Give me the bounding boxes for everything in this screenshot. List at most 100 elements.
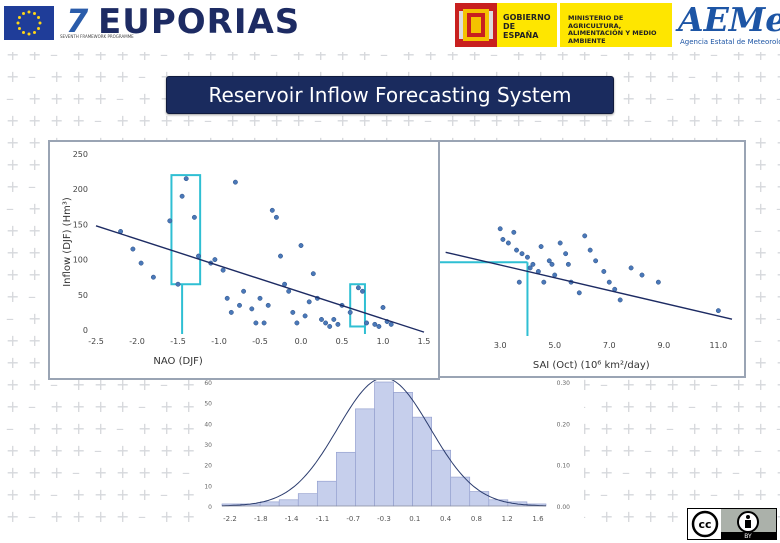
plus-glyph: + [666,375,679,394]
plus-glyph: + [182,111,195,130]
data-point [237,302,242,308]
plus-glyph: + [160,111,173,130]
plus-glyph: + [116,441,129,460]
plus-glyph: – [754,221,762,240]
plus-glyph: + [754,243,767,262]
plus-glyph: + [50,397,63,416]
data-point [191,214,197,220]
plus-glyph: + [776,243,780,262]
highlight-box [170,174,202,286]
plus-glyph: – [28,67,36,86]
plus-glyph: + [28,133,41,152]
eu-star [27,10,31,14]
data-point [253,320,259,326]
plus-glyph: + [622,397,635,416]
data-point [639,272,645,278]
plus-glyph: + [160,463,173,482]
plus-glyph: + [710,397,723,416]
data-point [655,279,661,285]
plus-glyph: + [622,507,635,526]
data-point [290,309,296,315]
x-tick-label: 0.1 [409,515,420,523]
plus-glyph: + [776,507,780,526]
x-tick-label: 0.0 [295,337,308,346]
plus-glyph: + [710,89,723,108]
data-point [212,257,218,263]
plus-glyph: + [226,111,239,130]
plus-glyph: + [28,199,41,218]
eu-stars-icon [16,10,42,36]
plus-glyph: + [50,463,63,482]
plus-glyph: – [644,111,652,130]
plus-glyph: + [182,419,195,438]
plus-glyph: + [688,463,701,482]
x-axis-label: SAI (Oct) (10⁶ km²/day) [533,360,650,371]
plus-glyph: – [754,331,762,350]
plus-glyph: + [28,419,41,438]
plus-glyph: – [710,375,718,394]
data-point [310,271,316,277]
eu-star [37,16,41,19]
plus-glyph: + [776,177,780,196]
plus-glyph: + [622,419,635,438]
aemet-logo: AEMet [678,0,780,39]
plus-glyph: + [28,375,41,394]
x-tick-label: 7.0 [603,341,616,350]
plus-glyph: + [644,89,657,108]
data-point [715,308,721,314]
plus-glyph: + [732,441,745,460]
plus-glyph: – [160,485,168,504]
plus-glyph: + [72,111,85,130]
plus-glyph: + [6,375,19,394]
cc-by-license-badge[interactable]: cc BY [687,508,777,540]
eu-star [37,27,41,30]
plus-glyph: – [72,463,80,482]
data-point [306,299,312,305]
data-point [183,176,189,182]
plus-glyph: + [6,243,19,262]
plus-glyph: + [666,485,679,504]
plus-glyph: + [116,507,129,526]
plus-glyph: + [182,397,195,416]
plus-glyph: – [6,309,14,328]
plus-glyph: + [116,485,129,504]
plus-glyph: + [116,397,129,416]
plus-glyph: + [94,397,107,416]
plus-glyph: + [6,177,19,196]
plus-glyph: + [644,67,657,86]
plus-glyph: + [732,397,745,416]
trend-line [95,225,425,333]
y-tick-label: 50 [204,401,212,408]
plus-glyph: + [28,463,41,482]
plus-glyph: – [600,45,608,64]
x-tick-label: -1.4 [285,515,299,523]
histogram-panel: 0 10 20 30 40 50 60 0.00 0.10 0.20 0.30 -2.2 -1.8 -1.… [196,377,584,528]
plus-glyph: + [28,353,41,372]
plus-glyph: + [644,419,657,438]
plus-glyph: + [50,441,63,460]
aemet-subtitle: Agencia Estatal de Meteorología [680,38,780,46]
x-tick-label: -1.0 [211,337,227,346]
plus-glyph: – [28,507,36,526]
x-tick-label: 11.0 [709,341,727,350]
data-point [265,302,271,308]
x-axis-label: NAO (DJF) [153,356,202,367]
plus-glyph: + [776,287,780,306]
data-point [167,218,173,224]
plus-glyph: – [138,507,146,526]
trend-line [445,251,733,320]
sai-scatter-chart: 3.0 5.0 7.0 9.0 11.0 SAI (Oct) (10⁶ km²/day) [432,226,733,371]
plus-glyph: + [94,507,107,526]
plus-glyph: – [116,419,124,438]
plus-glyph: + [28,243,41,262]
plus-glyph: + [776,331,780,350]
histogram-bar [412,416,432,507]
plus-glyph: – [776,309,780,328]
x-tick-label: 0.5 [336,337,349,346]
x-tick-label: 0.4 [440,515,452,523]
plus-glyph: – [710,485,718,504]
plus-glyph: + [28,309,41,328]
eu-star [33,11,36,15]
plus-glyph: + [556,111,569,130]
data-point [587,247,593,253]
